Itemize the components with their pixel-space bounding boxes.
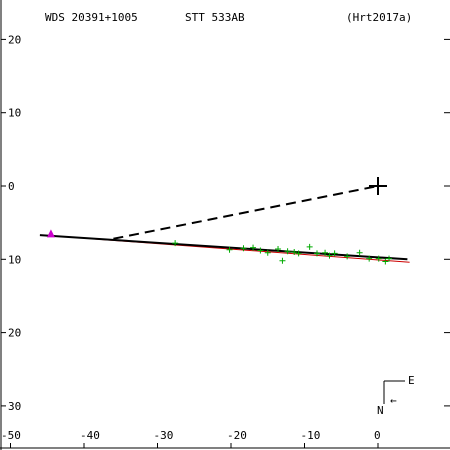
- y-tick-label: 10: [8, 253, 21, 266]
- observation-point: [366, 255, 373, 262]
- observation-point: [226, 246, 233, 253]
- header-star-name: STT 533AB: [185, 11, 245, 24]
- y-tick-label: 20: [8, 327, 21, 340]
- x-tick-label: 0: [374, 429, 381, 442]
- observation-point: [356, 249, 363, 256]
- orbit-lines: [39, 185, 410, 263]
- observation-point: [284, 248, 291, 255]
- observation-point: [264, 249, 271, 256]
- compass-east-label: E: [408, 374, 415, 387]
- node-line: [113, 185, 379, 240]
- observation-point: [326, 252, 333, 259]
- x-tick-label: -50: [1, 429, 21, 442]
- observation-point: [386, 255, 393, 262]
- observation-point: [257, 247, 264, 254]
- y-tick-label: 10: [8, 107, 21, 120]
- observation-point: [240, 245, 247, 252]
- observation-point: [275, 246, 282, 253]
- header-reference: (Hrt2017a): [346, 11, 412, 24]
- ticks: [1, 38, 450, 448]
- observation-point: [295, 250, 302, 257]
- x-tick-label: -10: [301, 429, 321, 442]
- y-tick-label: 0: [8, 180, 15, 193]
- header-wds-id: WDS 20391+1005: [45, 11, 138, 24]
- y-tick-label: 20: [8, 33, 21, 46]
- observation-point: [344, 253, 351, 260]
- observation-points: [46, 177, 393, 265]
- tick-labels: -50 -40 -30 -20 -10 0 20 10 0 10 20 30: [1, 33, 381, 442]
- observation-point: [313, 250, 320, 257]
- observation-point: [322, 249, 329, 256]
- observation-point: [172, 240, 179, 247]
- observation-point: [331, 250, 338, 257]
- compass-direction-arrow: ←: [390, 394, 397, 407]
- x-tick-label: -20: [227, 429, 247, 442]
- x-tick-label: -40: [80, 429, 100, 442]
- compass: E N ←: [377, 374, 415, 417]
- orbit-line: [39, 234, 408, 261]
- observation-point: [250, 244, 257, 251]
- observation-point: [279, 257, 286, 264]
- first-observation-point: [46, 229, 55, 238]
- observation-point: [306, 243, 313, 250]
- compass-north-label: N: [377, 404, 384, 417]
- observation-point: [382, 258, 389, 265]
- x-tick-label: -30: [154, 429, 174, 442]
- observation-point: [291, 248, 298, 255]
- y-tick-label: 30: [8, 400, 21, 413]
- observation-point: [375, 255, 382, 262]
